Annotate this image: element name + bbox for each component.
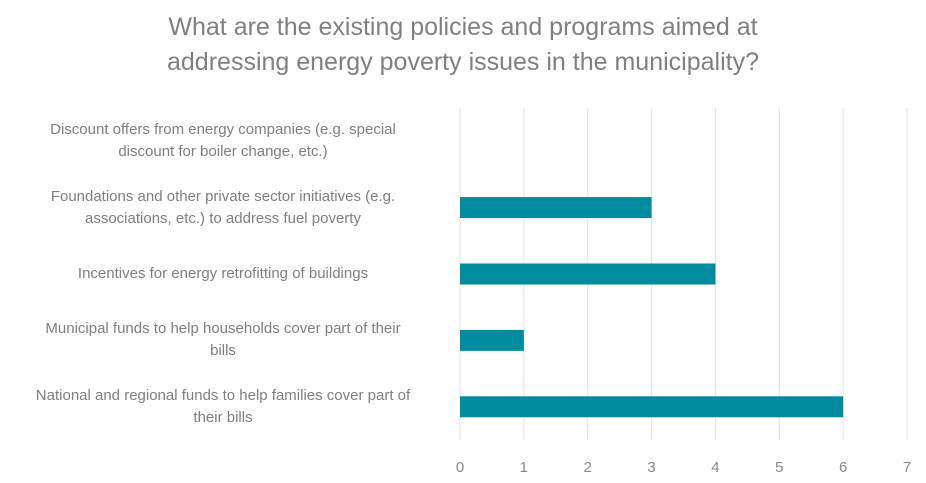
y-category-label: Discount offers from energy companies (e… [50,121,396,161]
x-tick-label: 2 [584,459,592,476]
y-category-label: Incentives for energy retrofitting of bu… [77,265,369,282]
chart-title-line: What are the existing policies and progr… [168,13,758,41]
x-tick-label: 5 [775,459,783,476]
x-tick-label: 7 [903,459,911,476]
x-tick-label: 3 [647,459,655,476]
chart-title-line: addressing energy poverty issues in the … [167,48,759,76]
bar [460,197,652,219]
x-tick-label: 6 [839,459,847,476]
y-category-label: Foundations and other private sector ini… [50,187,396,227]
y-category-label: National and regional funds to help fami… [35,386,411,426]
chart-title: What are the existing policies and progr… [0,10,926,80]
x-tick-label: 0 [456,459,464,476]
x-tick-label: 1 [520,459,528,476]
bar [460,329,524,351]
bar [460,396,844,418]
bar [460,263,716,285]
x-tick-label: 4 [711,459,719,476]
y-category-label: Municipal funds to help households cover… [45,320,401,360]
